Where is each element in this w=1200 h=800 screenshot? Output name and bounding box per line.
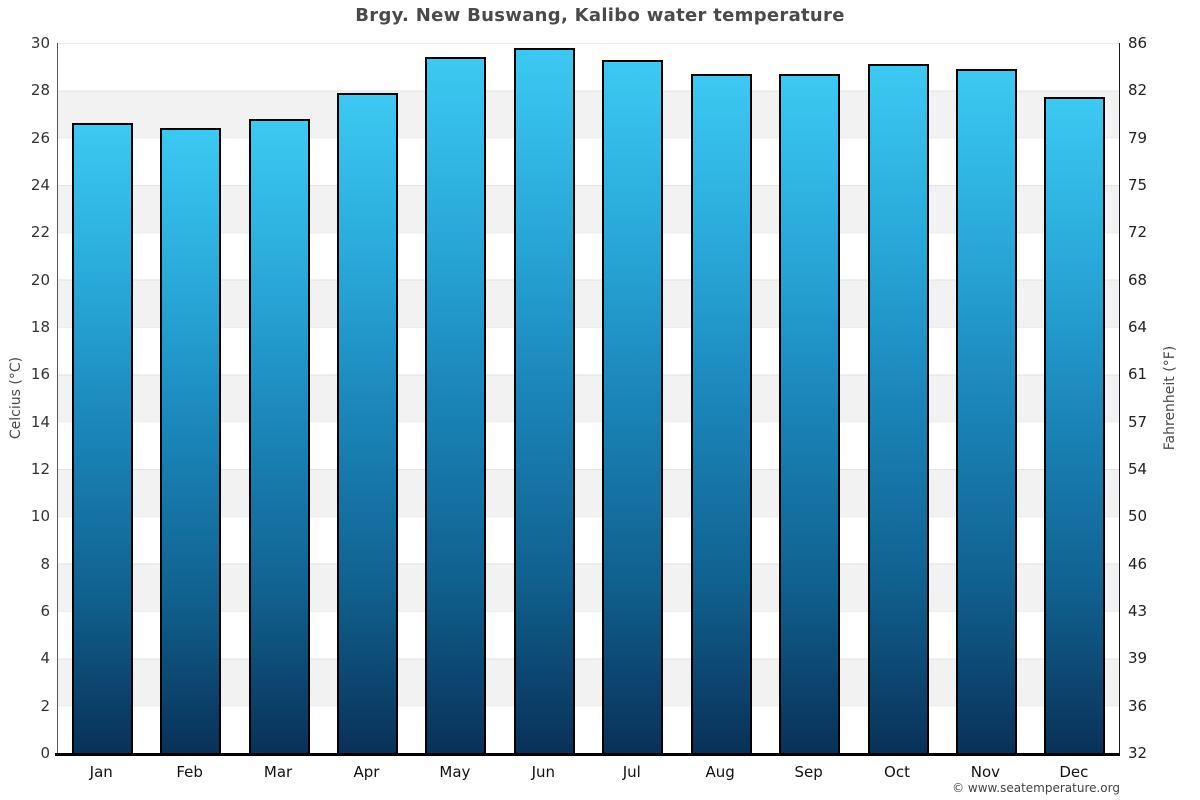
bar-slot-jul [589,43,677,753]
celsius-tick-22: 22 [30,223,50,242]
bar-sep [779,73,841,753]
bar-mar [248,118,310,753]
bar-slot-apr [323,43,411,753]
fahrenheit-tick-61: 61 [1128,365,1148,384]
month-label-jul: Jul [622,763,641,781]
fahrenheit-tick-64: 64 [1128,318,1148,336]
fahrenheit-tick-75: 75 [1128,176,1148,194]
month-labels: Jan Feb Mar Apr May Jun Jul Aug Sep Oct Nov Dec [57,759,1118,785]
bar-slot-nov [942,43,1030,753]
celsius-tick-10: 10 [30,507,50,526]
bar-slot-jan [58,43,146,753]
celsius-tick-8: 8 [40,554,50,573]
bar-slot-jun [500,43,588,753]
month-label-jan: Jan [89,763,113,781]
bar-jan [71,123,133,753]
celsius-tick-0: 0 [40,744,50,762]
month-label-mar: Mar [263,763,293,781]
celsius-tick-28: 28 [30,81,50,100]
fahrenheit-tick-39: 39 [1128,649,1148,668]
bar-slot-dec [1031,43,1119,753]
fahrenheit-tick-68: 68 [1128,270,1148,289]
fahrenheit-tick-32: 32 [1128,744,1148,762]
month-label-dec: Dec [1059,763,1089,781]
chart-title: Brgy. New Buswang, Kalibo water temperat… [355,5,845,26]
bar-may [425,57,487,753]
fahrenheit-tick-50: 50 [1128,507,1148,526]
bar-dec [1044,97,1106,753]
bar-aug [690,73,752,753]
fahrenheit-tick-79: 79 [1128,128,1148,147]
bars-container [58,43,1119,753]
month-label-nov: Nov [970,763,1001,781]
fahrenheit-tick-36: 36 [1128,696,1148,715]
month-label-oct: Oct [884,763,910,781]
fahrenheit-tick-82: 82 [1128,81,1148,100]
celsius-tick-2: 2 [40,696,50,715]
celsius-tick-26: 26 [30,128,50,147]
celsius-tick-4: 4 [40,649,50,668]
bar-slot-sep [765,43,853,753]
bar-slot-oct [854,43,942,753]
fahrenheit-tick-54: 54 [1128,460,1148,478]
celsius-tick-16: 16 [30,365,50,384]
bar-nov [955,69,1017,753]
fahrenheit-tick-46: 46 [1128,554,1148,573]
celsius-tick-14: 14 [30,412,50,431]
celsius-tick-6: 6 [40,602,50,620]
bar-oct [867,64,929,753]
month-label-jun: Jun [531,763,556,781]
bar-slot-feb [146,43,234,753]
bar-apr [336,92,398,753]
copyright-link[interactable]: © www.seatemperature.org [952,781,1120,795]
celsius-tick-20: 20 [30,270,50,289]
fahrenheit-tick-43: 43 [1128,602,1148,620]
bar-feb [160,128,222,753]
celsius-tick-30: 30 [30,34,50,52]
bar-jul [602,59,664,753]
fahrenheit-tick-57: 57 [1128,412,1148,431]
celsius-tick-labels: 30 28 26 24 22 20 18 16 14 12 10 8 6 4 2 0 [0,34,50,762]
month-label-apr: Apr [353,763,380,781]
fahrenheit-tick-72: 72 [1128,223,1148,242]
fahrenheit-tick-labels: 86 82 79 75 72 68 64 61 57 54 50 46 43 39 36 32 [1128,34,1188,762]
celsius-tick-18: 18 [30,318,50,336]
plot-area [57,43,1120,753]
month-label-feb: Feb [176,763,203,781]
bar-slot-aug [677,43,765,753]
fahrenheit-tick-86: 86 [1128,34,1148,52]
bar-slot-may [412,43,500,753]
celsius-tick-24: 24 [30,176,50,194]
month-label-sep: Sep [794,763,823,781]
bar-jun [513,47,575,753]
month-label-aug: Aug [705,763,735,781]
bar-slot-mar [235,43,323,753]
month-label-may: May [439,763,471,781]
celsius-tick-12: 12 [30,460,50,478]
x-axis-line [55,753,1120,756]
